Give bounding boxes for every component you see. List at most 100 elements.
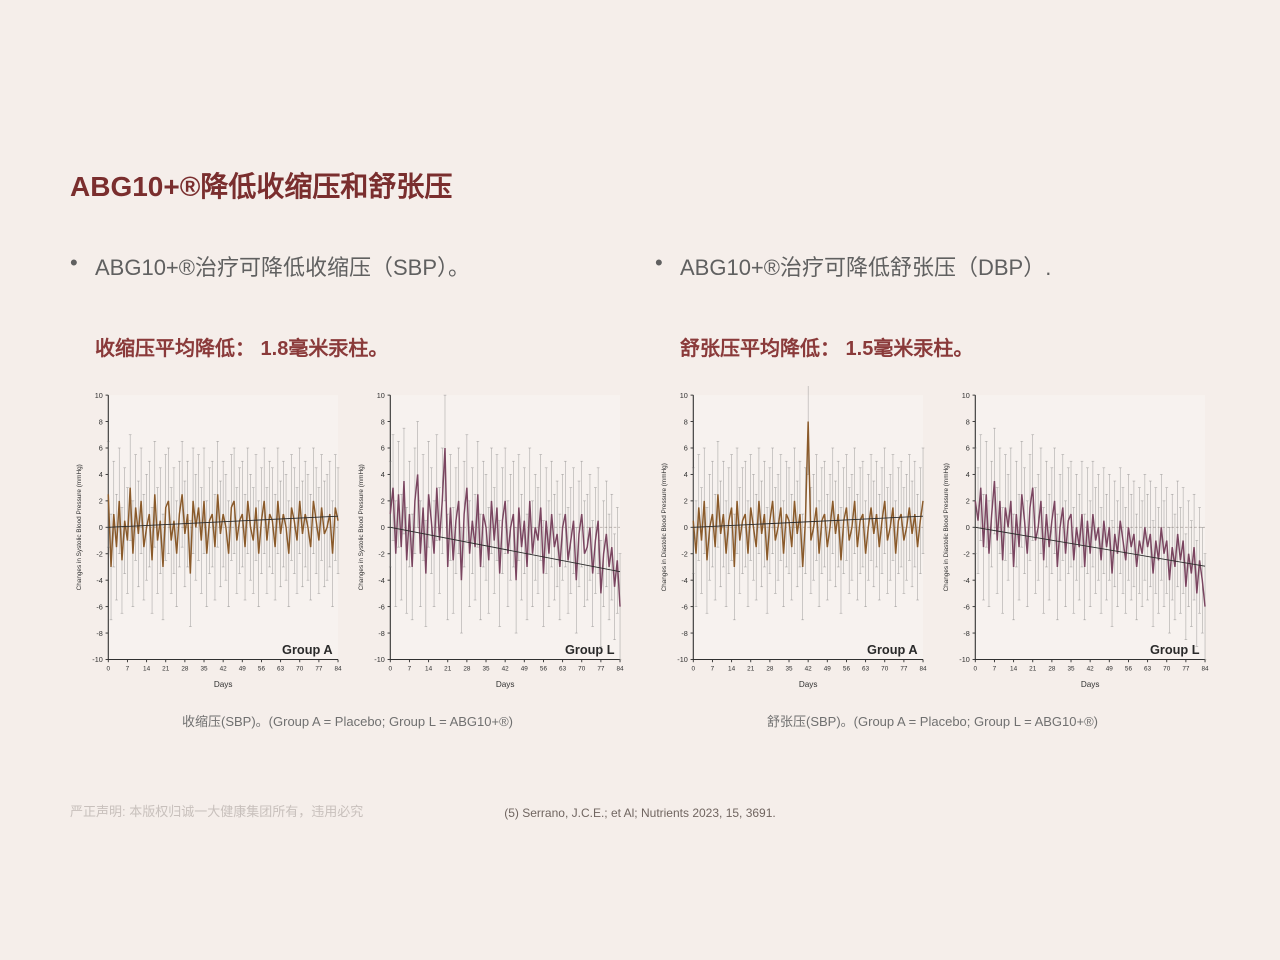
svg-text:28: 28 [1048,665,1056,672]
svg-text:Group L: Group L [564,642,614,657]
chart-dbp-group-a: -10-8-6-4-202468100714212835424956637077… [655,386,929,696]
svg-text:0: 0 [692,665,696,672]
right-highlight: 舒张压平均降低： 1.5毫米汞柱。 [655,332,1210,361]
svg-text:77: 77 [597,665,605,672]
svg-text:56: 56 [843,665,851,672]
svg-text:6: 6 [99,444,103,453]
svg-text:8: 8 [99,417,103,426]
chart-dbp-group-l: -10-8-6-4-202468100714212835424956637077… [937,386,1211,696]
left-chart-row: -10-8-6-4-202468100714212835424956637077… [70,386,625,696]
left-highlight: 收缩压平均降低： 1.8毫米汞柱。 [70,332,625,361]
svg-text:7: 7 [126,665,130,672]
svg-text:0: 0 [965,523,969,532]
svg-text:-4: -4 [681,576,687,585]
svg-text:4: 4 [380,470,384,479]
svg-text:49: 49 [520,665,528,672]
svg-text:6: 6 [965,444,969,453]
svg-text:-10: -10 [959,655,970,664]
svg-text:70: 70 [881,665,889,672]
svg-text:Group A: Group A [867,642,918,657]
page-title: ABG10+®降低收缩压和舒张压 [70,165,1210,205]
svg-text:28: 28 [766,665,774,672]
svg-text:63: 63 [277,665,285,672]
svg-text:-2: -2 [378,549,384,558]
svg-text:-8: -8 [681,629,687,638]
chart-sbp-group-a: -10-8-6-4-202468100714212835424956637077… [70,386,344,696]
svg-text:14: 14 [143,665,151,672]
two-column-layout: ABG10+®治疗可降低收缩压（SBP）。 收缩压平均降低： 1.8毫米汞柱。 … [70,250,1210,730]
svg-text:42: 42 [805,665,813,672]
svg-text:84: 84 [616,665,624,672]
svg-text:77: 77 [900,665,908,672]
svg-text:84: 84 [1201,665,1209,672]
svg-text:-6: -6 [681,602,687,611]
svg-text:21: 21 [444,665,452,672]
svg-text:Days: Days [495,680,514,689]
svg-text:-4: -4 [96,576,102,585]
svg-text:56: 56 [258,665,266,672]
left-column: ABG10+®治疗可降低收缩压（SBP）。 收缩压平均降低： 1.8毫米汞柱。 … [70,250,625,730]
svg-text:Changes in Diastolic Blood Pre: Changes in Diastolic Blood Pressure (mmH… [661,463,668,591]
svg-text:42: 42 [501,665,509,672]
svg-text:2: 2 [99,497,103,506]
svg-text:2: 2 [684,497,688,506]
svg-text:-10: -10 [374,655,385,664]
svg-text:21: 21 [162,665,170,672]
svg-text:-10: -10 [677,655,688,664]
svg-text:-8: -8 [378,629,384,638]
svg-text:Group A: Group A [282,642,333,657]
svg-text:-4: -4 [963,576,969,585]
svg-text:Days: Days [799,680,818,689]
svg-text:14: 14 [425,665,433,672]
svg-text:14: 14 [728,665,736,672]
footer-copyright: 严正声明: 本版权归诚一大健康集团所有，违用必究 [70,801,363,820]
svg-text:-10: -10 [92,655,103,664]
svg-text:42: 42 [220,665,228,672]
svg-text:-2: -2 [681,549,687,558]
svg-text:Changes in Diastolic Blood Pre: Changes in Diastolic Blood Pressure (mmH… [942,463,949,591]
svg-text:84: 84 [919,665,927,672]
svg-text:Changes in Systolic Blood Pres: Changes in Systolic Blood Pressure (mmHg… [76,464,83,590]
svg-text:77: 77 [315,665,323,672]
svg-text:49: 49 [1105,665,1113,672]
svg-text:35: 35 [200,665,208,672]
svg-text:49: 49 [239,665,247,672]
svg-text:0: 0 [107,665,111,672]
left-caption: 收缩压(SBP)。(Group A = Placebo; Group L = A… [70,711,625,730]
svg-text:Group L: Group L [1149,642,1199,657]
svg-text:10: 10 [95,391,103,400]
svg-text:Days: Days [214,680,233,689]
svg-text:70: 70 [578,665,586,672]
svg-text:14: 14 [1010,665,1018,672]
svg-text:-8: -8 [963,629,969,638]
svg-text:35: 35 [1067,665,1075,672]
svg-text:7: 7 [407,665,411,672]
svg-text:10: 10 [680,391,688,400]
svg-text:70: 70 [296,665,304,672]
svg-text:7: 7 [711,665,715,672]
right-chart-row: -10 -8 -6 -4 -2 0 2 4 6 8 10 0 7 14 21 28 35 42 49 56 63 70 77… [655,386,1210,696]
slide-container: ABG10+®降低收缩压和舒张压 ABG10+®治疗可降低收缩压（SBP）。 收… [0,0,1280,730]
svg-text:2: 2 [380,497,384,506]
svg-text:77: 77 [1182,665,1190,672]
svg-text:-6: -6 [96,602,102,611]
svg-text:10: 10 [961,391,969,400]
svg-text:63: 63 [1144,665,1152,672]
svg-text:0: 0 [380,523,384,532]
svg-text:63: 63 [862,665,870,672]
svg-text:8: 8 [965,417,969,426]
svg-text:21: 21 [1029,665,1037,672]
svg-text:-2: -2 [963,549,969,558]
svg-text:0: 0 [99,523,103,532]
svg-text:42: 42 [1086,665,1094,672]
svg-text:4: 4 [965,470,969,479]
svg-text:56: 56 [1124,665,1132,672]
svg-text:35: 35 [482,665,490,672]
svg-text:49: 49 [824,665,832,672]
left-bullet: ABG10+®治疗可降低收缩压（SBP）。 [70,250,625,282]
svg-text:0: 0 [388,665,392,672]
svg-text:4: 4 [684,470,688,479]
svg-text:28: 28 [463,665,471,672]
chart-sbp-group-l: -10-8-6-4-202468100714212835424956637077… [352,386,626,696]
svg-text:-6: -6 [378,602,384,611]
